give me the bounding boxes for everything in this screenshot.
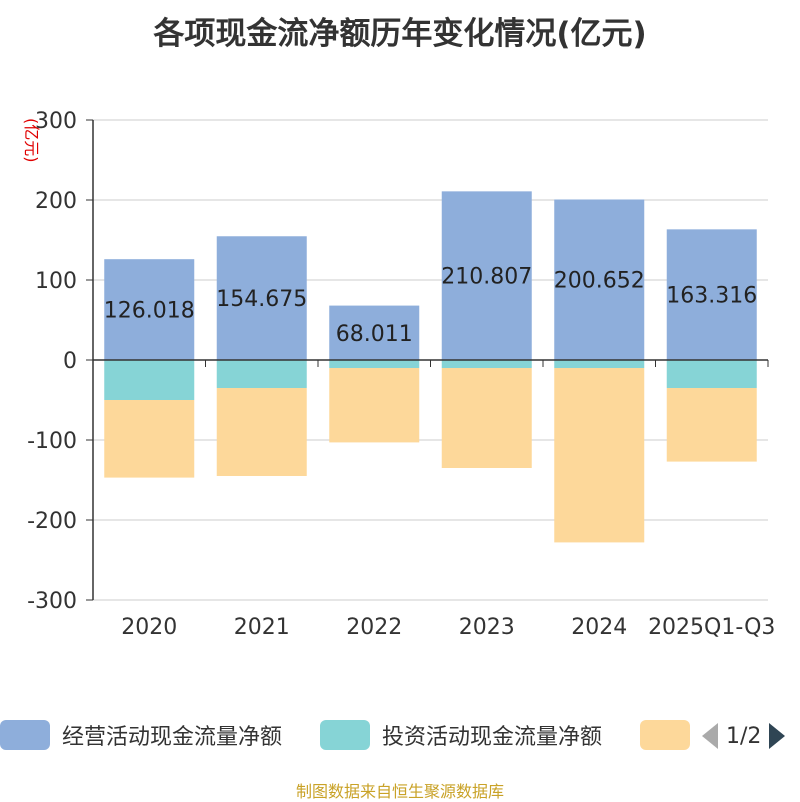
legend-swatch bbox=[640, 720, 690, 750]
y-tick-label: 200 bbox=[35, 189, 77, 214]
bar-series-1 bbox=[441, 191, 532, 360]
data-label: 154.675 bbox=[216, 287, 307, 312]
bar-series-3 bbox=[104, 400, 195, 478]
y-tick-label: -200 bbox=[27, 509, 77, 534]
bar-chart: -300 -200 -100 0 100 200 300(亿元) 126.018 154.675… bbox=[22, 109, 775, 640]
data-label: 68.011 bbox=[336, 322, 413, 347]
y-tick-label: 300 bbox=[35, 109, 77, 134]
bar-series-2 bbox=[441, 360, 532, 368]
bar-series-1 bbox=[329, 305, 420, 360]
legend-item[interactable]: 投资活动现金流量净额 bbox=[320, 718, 602, 752]
chart-title: 各项现金流净额历年变化情况(亿元) bbox=[153, 16, 647, 52]
y-tick-label: -300 bbox=[27, 589, 77, 614]
legend-pager: 1/2 bbox=[700, 716, 787, 756]
prev-page-icon[interactable] bbox=[700, 721, 720, 751]
legend-item[interactable] bbox=[640, 718, 690, 752]
legend-swatch bbox=[320, 720, 370, 750]
data-label: 163.316 bbox=[666, 284, 757, 309]
legend-label: 经营活动现金流量净额 bbox=[62, 725, 283, 750]
legend-item[interactable]: 经营活动现金流量净额 bbox=[0, 718, 282, 752]
page-indicator: 1/2 bbox=[726, 723, 762, 749]
data-source-footer: 制图数据来自恒生聚源数据库 bbox=[295, 782, 504, 801]
bar-series-3 bbox=[554, 368, 645, 543]
bar-series-2 bbox=[104, 360, 195, 400]
bar-series-2 bbox=[329, 360, 420, 368]
bar-series-3 bbox=[441, 368, 532, 468]
bar-series-3 bbox=[216, 388, 307, 476]
y-unit-label: (亿元) bbox=[22, 118, 41, 163]
bar-series-1 bbox=[554, 199, 645, 360]
bar-series-1 bbox=[216, 236, 307, 360]
data-label: 210.807 bbox=[441, 265, 532, 290]
legend-label: 投资活动现金流量净额 bbox=[382, 725, 603, 750]
bar-series-2 bbox=[666, 360, 757, 388]
bar-series-1 bbox=[666, 229, 757, 360]
data-label: 126.018 bbox=[104, 299, 195, 324]
x-tick-label: 2023 bbox=[459, 615, 515, 640]
bar-series-3 bbox=[329, 368, 420, 443]
x-tick-label: 2021 bbox=[234, 615, 290, 640]
data-label: 200.652 bbox=[554, 269, 645, 294]
bar-series-2 bbox=[216, 360, 307, 388]
next-page-icon[interactable] bbox=[767, 721, 787, 751]
x-tick-label: 2022 bbox=[346, 615, 402, 640]
y-tick-label: 0 bbox=[63, 349, 77, 374]
legend: 经营活动现金流量净额 投资活动现金流量净额 bbox=[0, 716, 800, 756]
bar-series-1 bbox=[104, 259, 195, 360]
legend-swatch bbox=[0, 720, 50, 750]
x-tick-label: 2020 bbox=[121, 615, 177, 640]
bar-series-3 bbox=[666, 388, 757, 462]
x-tick-label: 2024 bbox=[571, 615, 627, 640]
x-tick-label: 2025Q1-Q3 bbox=[648, 615, 775, 640]
y-tick-label: 100 bbox=[35, 269, 77, 294]
bar-series-2 bbox=[554, 360, 645, 368]
y-tick-label: -100 bbox=[27, 429, 77, 454]
